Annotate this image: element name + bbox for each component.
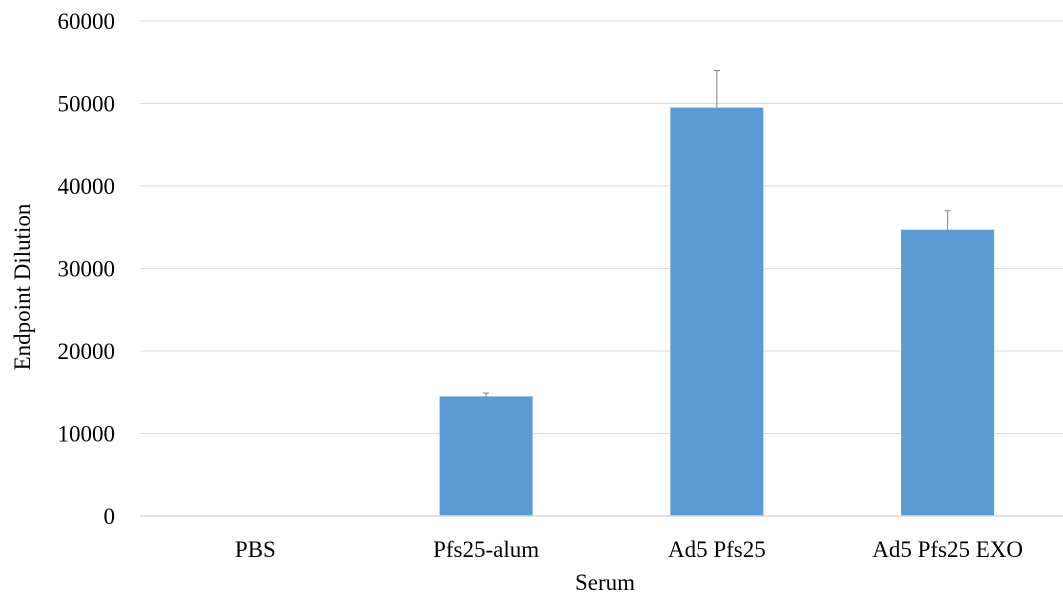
y-tick-label: 10000 [58,422,116,447]
y-tick-label: 20000 [58,339,116,364]
y-tick-label: 0 [104,504,116,529]
y-axis-title: Endpoint Dilution [10,203,35,370]
y-tick-label: 60000 [58,9,116,34]
x-axis-title: Serum [575,570,635,595]
bars [439,107,995,516]
x-tick-label: Ad5 Pfs25 EXO [872,537,1023,562]
y-tick-label: 30000 [58,257,116,282]
error-bars [483,70,951,397]
y-tick-labels: 0 10000 20000 30000 40000 50000 60000 [58,9,116,529]
bar [901,229,995,516]
y-tick-label: 40000 [58,174,116,199]
y-tick-label: 50000 [58,92,116,117]
x-tick-labels: PBS Pfs25-alum Ad5 Pfs25 Ad5 Pfs25 EXO [235,537,1023,562]
x-tick-label: Pfs25-alum [433,537,539,562]
x-tick-label: PBS [235,537,276,562]
bar [439,396,533,516]
x-tick-label: Ad5 Pfs25 [668,537,766,562]
bar [670,107,764,516]
